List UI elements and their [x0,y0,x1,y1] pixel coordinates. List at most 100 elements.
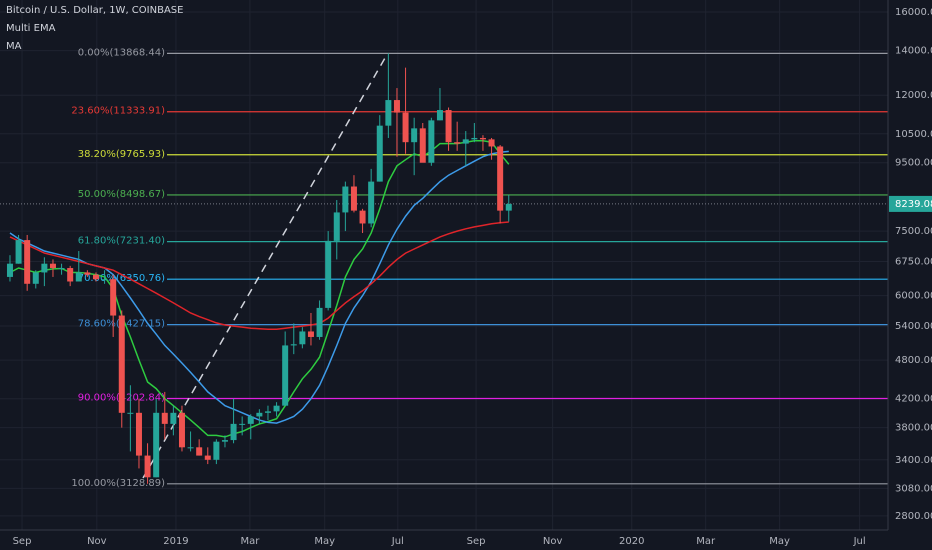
x-tick-label: Jul [853,536,866,547]
y-tick-label: 4800.00 [895,355,932,366]
candle-body [41,263,48,273]
candle-body [187,447,194,449]
candle-body [221,440,228,442]
candle-body [239,423,246,425]
fib-label: 23.60%(11333.91) [71,106,165,117]
candle-body [316,307,323,337]
x-tick-label: 2020 [619,536,644,547]
candle-body [144,455,151,478]
candle-body [256,412,263,417]
x-tick-label: Nov [543,536,563,547]
candle-body [282,345,289,406]
y-tick-label: 3800.00 [895,423,932,434]
y-tick-label: 6750.00 [895,257,932,268]
candle-body [92,274,99,280]
y-tick-label: 12000.00 [895,90,932,101]
candle-body [75,272,82,282]
x-tick-label: Sep [13,536,32,547]
candle-body [67,268,74,282]
candle-body [479,137,486,140]
candle-body [213,441,220,460]
candle-body [428,120,435,163]
x-tick-label: Jul [391,536,404,547]
candle-body [118,315,125,413]
y-tick-label: 6000.00 [895,291,932,302]
candle-body [488,139,495,147]
candle-body [385,100,392,126]
candle-body [161,412,168,424]
price-tag [889,195,932,212]
candle-body [24,240,31,284]
candle-body [230,423,237,441]
candle-body [6,263,13,277]
fib-label: 38.20%(9765.93) [78,149,165,160]
candle-body [299,331,306,345]
candle-body [359,210,366,224]
candle-body [290,344,297,346]
y-tick-label: 4200.00 [895,394,932,405]
candle-body [497,146,504,211]
candle-body [264,411,271,413]
y-tick-label: 3080.00 [895,483,932,494]
candle-body [505,203,512,211]
candle-body [307,331,314,337]
y-tick-label: 14000.00 [895,46,932,57]
candle-body [15,240,22,264]
indicator-label: MA [6,41,22,52]
candle-body [196,447,203,456]
chart-title: Bitcoin / U.S. Dollar, 1W, COINBASE [6,5,183,16]
trend-line [142,57,386,479]
candle-body [462,139,469,144]
y-tick-label: 10500.00 [895,129,932,140]
candles [6,53,512,484]
fib-label: 61.80%(7231.40) [78,236,165,247]
candle-body [247,416,254,424]
fib-label: 50.00%(8498.67) [78,189,165,200]
candle-body [419,128,426,163]
fib-label: 0.00%(13868.44) [78,47,165,58]
candle-body [135,412,142,456]
x-tick-label: Nov [87,536,107,547]
x-tick-label: Sep [467,536,486,547]
candle-body [127,412,134,414]
axis-labels: 16000.00 14000.00 12000.00 10500.00 9500.00 7… [13,7,932,547]
ema-line [9,221,509,331]
y-tick-label: 7500.00 [895,226,932,237]
y-tick-label: 5400.00 [895,321,932,332]
indicator-label: Multi EMA [6,23,56,34]
candle-body [84,272,91,275]
candle-body [153,412,160,478]
candle-body [368,181,375,224]
candle-body [342,186,349,213]
y-tick-label: 2800.00 [895,511,932,522]
candle-body [325,240,332,308]
candle-body [454,142,461,144]
candle-body [411,128,418,143]
candle-body [101,279,108,281]
price-tag-label: 8239.08 [895,199,932,210]
y-tick-label: 16000.00 [895,7,932,18]
candle-body [376,125,383,182]
candle-body [445,110,452,143]
candle-body [393,100,400,113]
candle-body [273,405,280,412]
candle-body [204,455,211,460]
candle-body [178,412,185,448]
x-tick-label: May [769,536,790,547]
candle-body [170,412,177,424]
candle-body [402,112,409,143]
fib-label: 70.00%(6350.76) [78,273,165,284]
candle-body [58,268,65,270]
candle-body [110,279,117,316]
x-tick-label: Mar [240,536,260,547]
candle-body [471,137,478,140]
y-tick-label: 3400.00 [895,455,932,466]
candle-body [436,110,443,121]
candle-body [49,263,56,269]
fib-label: 100.00%(3128.89) [71,478,165,489]
x-tick-label: May [314,536,335,547]
y-tick-label: 9500.00 [895,158,932,169]
candle-body [333,212,340,241]
